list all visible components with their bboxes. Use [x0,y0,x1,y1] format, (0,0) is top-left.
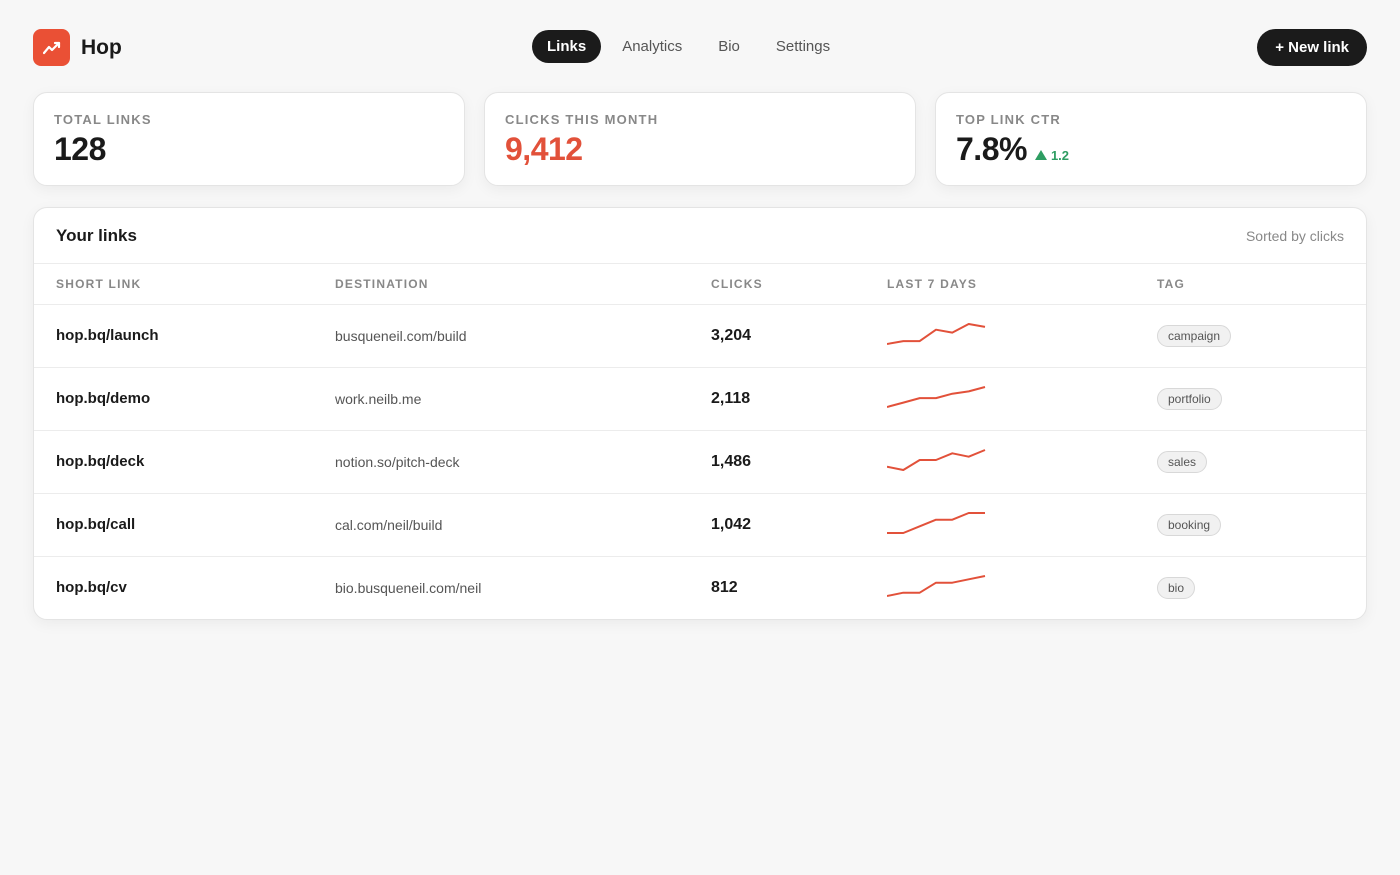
short-link[interactable]: hop.bq/deck [34,430,335,494]
stat-label: TOTAL LINKS [54,112,152,127]
links-card-header: Your links Sorted by clicks [34,208,1366,264]
clicks-value: 2,118 [711,367,887,431]
nav-bio[interactable]: Bio [718,38,740,55]
arrow-up-icon [1034,150,1047,160]
stat-label: TOP LINK CTR [956,112,1061,127]
app-header: Hop Links Analytics Bio Settings + New l… [33,29,1367,66]
destination: busqueneil.com/build [335,304,711,368]
destination: work.neilb.me [335,367,711,431]
stat-clicks-month: CLICKS THIS MONTH 9,412 [484,92,916,186]
clicks-value: 1,486 [711,430,887,494]
stats-row: TOTAL LINKS 128 CLICKS THIS MONTH 9,412 … [33,92,1367,186]
stat-value: 128 [54,131,106,167]
clicks-value: 812 [711,578,738,596]
table-row[interactable]: hop.bq/demo work.neilb.me 2,118 portfoli… [34,367,1366,431]
sparkline [886,574,986,597]
destination: notion.so/pitch-deck [335,430,711,494]
table-row[interactable]: hop.bq/cv bio.busqueneil.com/neil 812 bi… [34,556,1366,619]
tag-badge[interactable]: sales [1157,450,1208,473]
sparkline [886,385,986,408]
stat-value: 7.8% [956,131,1027,167]
table-header-row: SHORT LINK DESTINATION CLICKS LAST 7 DAY… [34,264,1366,305]
stat-total-links: TOTAL LINKS 128 [33,92,465,186]
tag-badge[interactable]: bio [1157,576,1196,599]
stat-value: 9,412 [505,131,583,167]
table-row[interactable]: hop.bq/call cal.com/neil/build 1,042 boo… [34,493,1366,557]
sparkline-line [886,448,986,471]
stat-delta: 1.2 [1034,147,1070,163]
col-tag: TAG [1157,264,1366,305]
trend-up-icon [33,29,70,66]
links-table: SHORT LINK DESTINATION CLICKS LAST 7 DAY… [34,264,1366,619]
short-link[interactable]: hop.bq/cv [56,579,127,597]
short-link[interactable]: hop.bq/launch [34,304,335,368]
stat-label: CLICKS THIS MONTH [505,112,659,127]
sort-note: Sorted by clicks [1245,227,1344,244]
clicks-value: 1,042 [711,493,887,557]
sparkline [886,448,986,471]
destination: cal.com/neil/build [335,493,711,557]
delta-value: 1.2 [1050,147,1070,163]
sparkline-line [887,511,985,534]
table-row[interactable]: hop.bq/launch busqueneil.com/build 3,204… [34,304,1366,368]
short-link[interactable]: hop.bq/demo [34,367,335,431]
nav-links[interactable]: Links [532,30,602,63]
stat-top-ctr: TOP LINK CTR 7.8% 1.2 [935,92,1367,186]
destination: bio.busqueneil.com/neil [335,579,482,596]
tag-badge[interactable]: portfolio [1157,387,1222,410]
nav-analytics[interactable]: Analytics [622,38,683,55]
sparkline [887,511,985,534]
col-short-link: SHORT LINK [34,264,335,305]
main-nav: Links Analytics Bio Settings [532,30,851,63]
short-link[interactable]: hop.bq/call [34,493,335,557]
sparkline-line [886,385,986,408]
col-clicks: CLICKS [711,264,887,305]
clicks-value: 3,204 [711,304,887,368]
table-row[interactable]: hop.bq/deck notion.so/pitch-deck 1,486 s… [34,430,1366,494]
sparkline-line [886,322,986,345]
tag-badge[interactable]: booking [1157,513,1222,536]
sparkline [886,322,986,345]
nav-settings[interactable]: Settings [775,38,831,55]
tag-badge[interactable]: campaign [1157,324,1232,347]
new-link-button[interactable]: + New link [1257,29,1367,66]
col-destination: DESTINATION [335,264,711,305]
links-card: Your links Sorted by clicks SHORT LINK D… [33,207,1367,620]
brand[interactable]: Hop [33,29,122,66]
sparkline-line [886,574,986,597]
app-name: Hop [81,35,122,59]
col-last-7-days: LAST 7 DAYS [887,264,1157,305]
links-title: Your links [56,225,137,245]
